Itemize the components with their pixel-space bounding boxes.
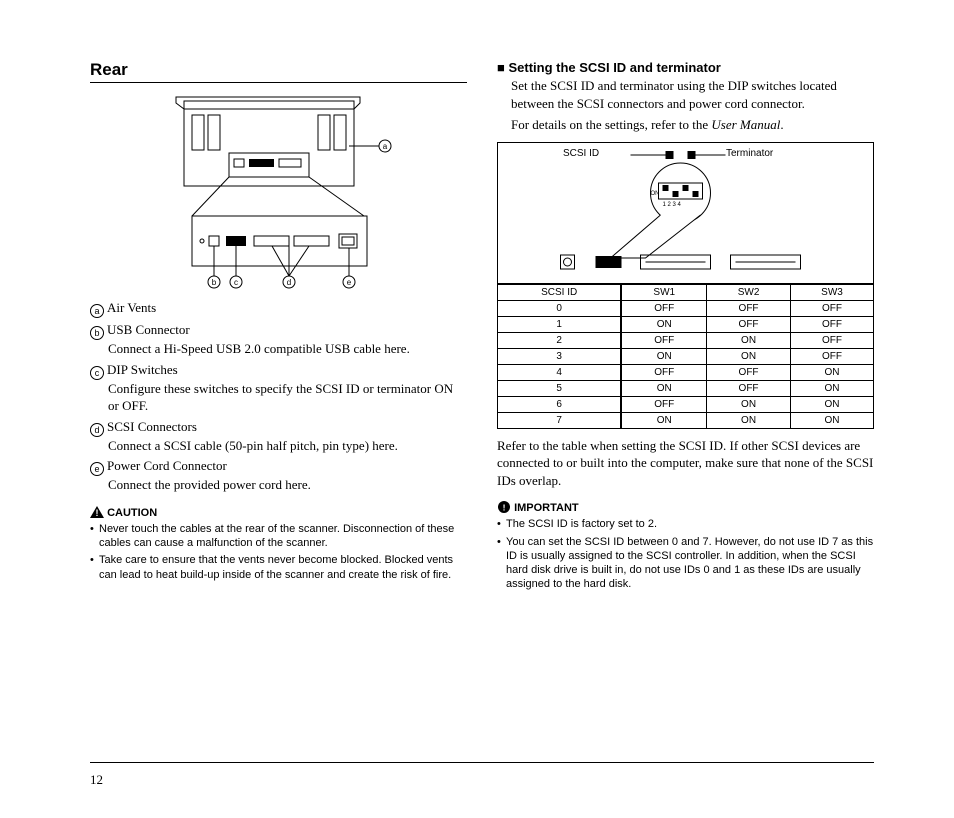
table-row: 1ONOFFOFF xyxy=(498,316,873,332)
circ-5-icon: e xyxy=(90,462,104,476)
caution-bullets: Never touch the cables at the rear of th… xyxy=(90,522,467,582)
dip-diagram: ON 1 2 3 4 SCSI ID Terminator xyxy=(498,143,873,283)
svg-text:ON: ON xyxy=(651,191,660,197)
svg-text:a: a xyxy=(382,142,387,151)
table-row: 0OFFOFFOFF xyxy=(498,300,873,316)
callout-5: ePower Cord ConnectorConnect the provide… xyxy=(90,457,467,494)
right-column: Setting the SCSI ID and terminator Set t… xyxy=(497,60,874,595)
warning-icon: ! xyxy=(90,506,104,518)
scsi-heading: Setting the SCSI ID and terminator xyxy=(497,60,874,75)
caution-bullet: Never touch the cables at the rear of th… xyxy=(90,522,467,551)
svg-text:!: ! xyxy=(96,508,99,518)
table-row: 7ONONON xyxy=(498,412,873,428)
callout-3: cDIP SwitchesConfigure these switches to… xyxy=(90,361,467,415)
svg-text:e: e xyxy=(346,278,351,287)
svg-text:b: b xyxy=(211,278,216,287)
table-row: 5ONOFFON xyxy=(498,380,873,396)
table-row: 6OFFONON xyxy=(498,396,873,412)
table-row: 2OFFONOFF xyxy=(498,332,873,348)
table-row: 4OFFOFFON xyxy=(498,364,873,380)
scsi-para-2: For details on the settings, refer to th… xyxy=(511,116,874,134)
page-number: 12 xyxy=(90,772,103,788)
scsi-para-1: Set the SCSI ID and terminator using the… xyxy=(511,77,874,112)
table-row: 3ONONOFF xyxy=(498,348,873,364)
svg-text:1 2 3 4: 1 2 3 4 xyxy=(663,202,682,208)
important-bullets: The SCSI ID is factory set to 2. You can… xyxy=(497,517,874,591)
rear-diagram: a b xyxy=(154,91,404,291)
dip-box: ON 1 2 3 4 SCSI ID Terminator SC xyxy=(497,142,874,429)
important-bullet: The SCSI ID is factory set to 2. xyxy=(497,517,874,531)
svg-text:d: d xyxy=(286,278,290,287)
footer-line xyxy=(90,762,874,763)
table-header-row: SCSI ID SW1 SW2 SW3 xyxy=(498,284,873,301)
callout-2: bUSB ConnectorConnect a Hi-Speed USB 2.0… xyxy=(90,321,467,358)
left-column: Rear a xyxy=(90,60,467,595)
important-heading: ! IMPORTANT xyxy=(497,501,874,514)
circ-3-icon: c xyxy=(90,366,104,380)
caution-heading: ! CAUTION xyxy=(90,506,467,519)
important-bullet: You can set the SCSI ID between 0 and 7.… xyxy=(497,535,874,592)
circ-1-icon: a xyxy=(90,304,104,318)
circ-2-icon: b xyxy=(90,326,104,340)
important-icon: ! xyxy=(497,501,511,513)
callout-list: aAir Vents bUSB ConnectorConnect a Hi-Sp… xyxy=(90,299,467,494)
scsi-table: SCSI ID SW1 SW2 SW3 0OFFOFFOFF 1ONOFFOFF… xyxy=(498,283,873,428)
svg-text:c: c xyxy=(234,278,238,287)
caution-bullet: Take care to ensure that the vents never… xyxy=(90,553,467,582)
svg-text:!: ! xyxy=(503,503,506,513)
callout-1: aAir Vents xyxy=(90,299,467,318)
circ-4-icon: d xyxy=(90,423,104,437)
scsi-para-3: Refer to the table when setting the SCSI… xyxy=(497,437,874,490)
rear-heading: Rear xyxy=(90,60,467,83)
callout-4: dSCSI ConnectorsConnect a SCSI cable (50… xyxy=(90,418,467,455)
